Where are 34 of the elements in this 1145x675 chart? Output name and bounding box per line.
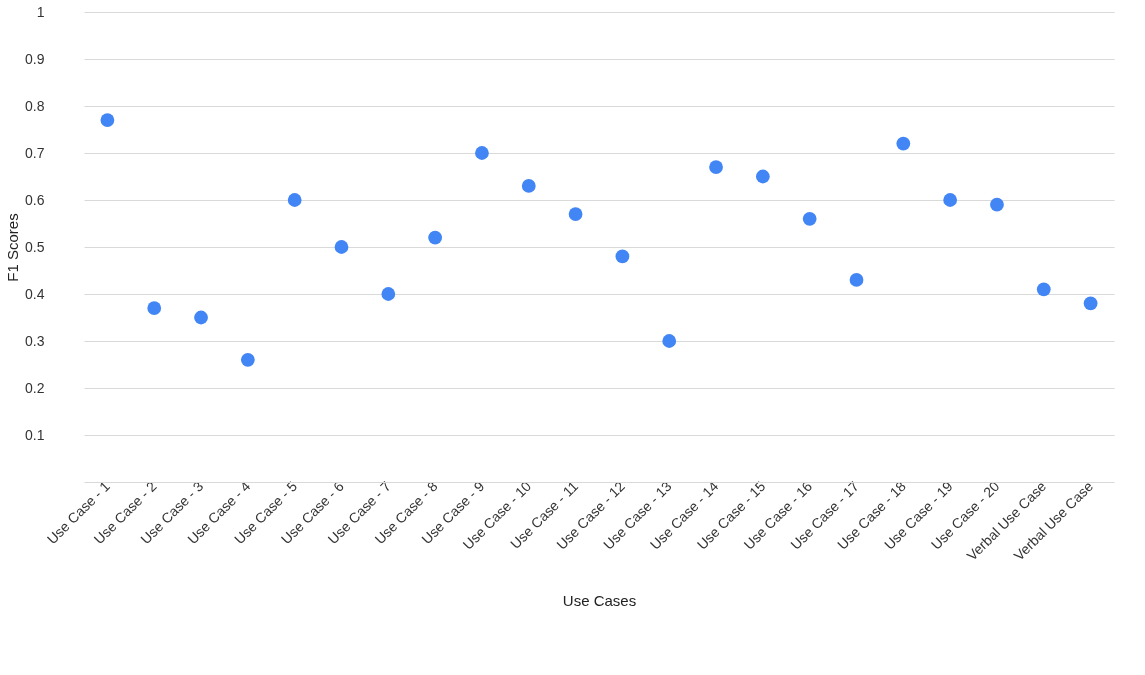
point (1083, 296, 1098, 311)
y-tick-label: 0.5 (25, 238, 45, 255)
point (662, 334, 677, 348)
point (802, 211, 817, 226)
y-tick-label: 0.6 (25, 191, 45, 208)
point (100, 113, 115, 127)
y-tick-label: 0.3 (25, 332, 45, 349)
point (428, 230, 443, 245)
y-tick-label: 0.2 (25, 379, 45, 396)
point (521, 179, 536, 193)
y-axis-title: F1 Scores (4, 213, 22, 282)
y-tick-label: 1 (36, 3, 45, 20)
point (990, 197, 1004, 212)
y-tick-label: 0.8 (25, 97, 45, 114)
point (943, 193, 958, 207)
y-tick-label: 0.7 (25, 144, 45, 161)
point (147, 301, 162, 315)
point (475, 146, 489, 160)
point (709, 160, 723, 174)
point (896, 136, 911, 151)
x-axis-title: Use Cases (562, 591, 637, 609)
y-tick-label: 0.4 (25, 285, 45, 302)
point (194, 310, 208, 325)
point (755, 169, 770, 184)
point (287, 193, 302, 207)
y-tick-label: 0.9 (25, 50, 45, 67)
point (1036, 282, 1051, 297)
y-tick-label: 0.1 (25, 426, 45, 443)
point (240, 352, 255, 367)
point (334, 240, 349, 254)
point (849, 273, 864, 287)
point (568, 207, 583, 221)
point (381, 287, 396, 301)
point (615, 249, 630, 264)
